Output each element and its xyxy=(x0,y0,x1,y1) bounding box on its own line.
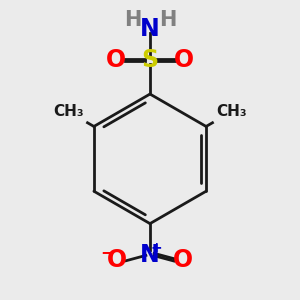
Text: O: O xyxy=(106,48,126,72)
Text: −: − xyxy=(100,243,114,261)
Text: S: S xyxy=(141,48,159,72)
Text: N: N xyxy=(140,17,160,41)
Text: +: + xyxy=(151,241,162,255)
Text: H: H xyxy=(124,11,141,30)
Text: CH₃: CH₃ xyxy=(216,104,247,119)
Text: CH₃: CH₃ xyxy=(53,104,84,119)
Text: O: O xyxy=(107,248,127,272)
Text: H: H xyxy=(159,11,176,30)
Text: O: O xyxy=(174,48,194,72)
Text: O: O xyxy=(173,248,193,272)
Text: N: N xyxy=(140,242,160,266)
